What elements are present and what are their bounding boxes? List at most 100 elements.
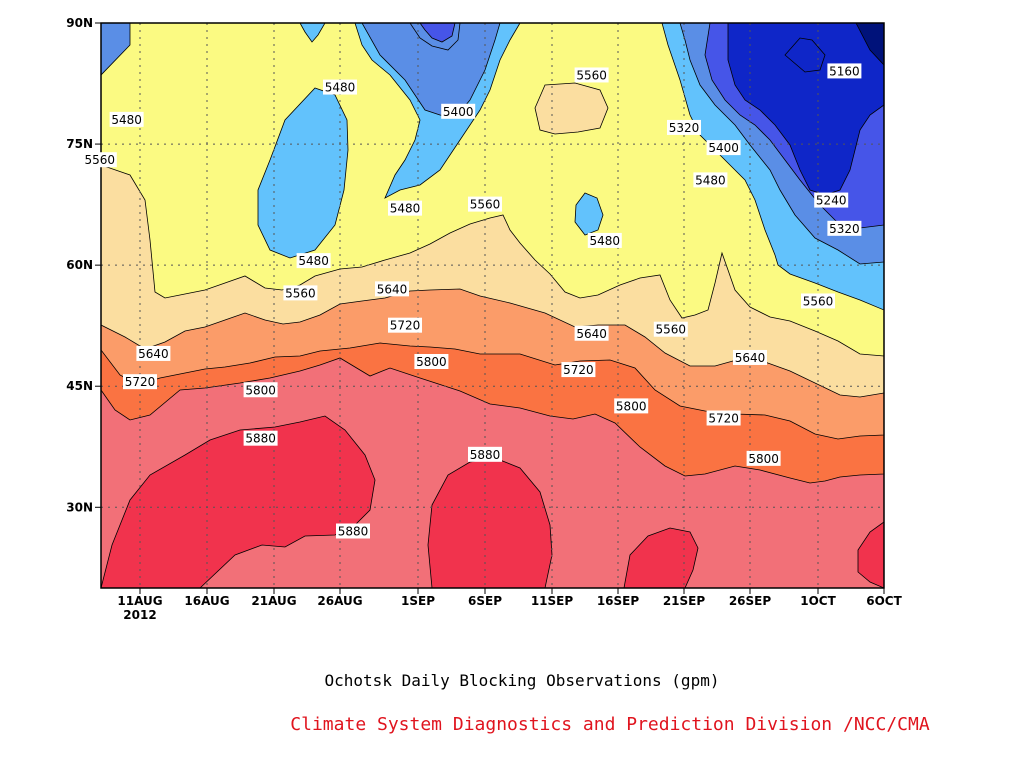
contour-label: 5320: [667, 119, 701, 135]
x-tick-label: 16AUG: [184, 594, 229, 608]
contour-label: 5480: [388, 200, 422, 216]
x-tick-label: 1SEP: [401, 594, 435, 608]
contour-label-bg: [441, 103, 476, 119]
contour-label: 5560: [801, 293, 835, 309]
contour-fills: [101, 23, 884, 588]
x-tick-label: 11SEP: [531, 594, 574, 608]
contour-label: 5400: [441, 103, 476, 119]
x-tick-label: 6SEP: [468, 594, 502, 608]
contour-label-text: 5640: [576, 327, 607, 341]
band-5480: [101, 23, 884, 311]
contour-label-text: 5880: [470, 448, 501, 462]
island-5880-b: [427, 457, 553, 588]
contour-label-text: 5720: [125, 375, 156, 389]
contour-label-bg: [388, 317, 422, 333]
contour-label-bg: [733, 349, 767, 365]
island-blue-small: [574, 192, 604, 236]
contour-label-text: 5560: [470, 198, 501, 212]
contour-label-bg: [468, 196, 502, 212]
band-5400: [101, 23, 131, 76]
contour-label-bg: [296, 253, 331, 269]
contour-label-bg: [706, 410, 741, 426]
contour-label: 5640: [375, 281, 409, 297]
contour-label-bg: [561, 362, 596, 378]
band-5160-top: [784, 37, 826, 73]
contour-label-bg: [336, 523, 370, 539]
contour-chart: 90N 75N 60N 45N 30N 11AUG 16AUG 21AUG 26AUG 1SEP…: [66, 16, 903, 622]
x-year-label: 2012: [123, 608, 156, 622]
contour-label: 5560: [653, 321, 688, 337]
contour-label-text: 5800: [616, 399, 647, 413]
island-5480-a: [299, 23, 326, 43]
contour-label-bg: [653, 321, 688, 337]
x-tick-label: 26SEP: [729, 594, 772, 608]
contour-label-text: 5560: [85, 153, 116, 167]
grid-lines: [101, 23, 884, 588]
band-top: [855, 23, 884, 66]
contour-label: 5880: [243, 430, 278, 446]
contour-label-text: 5320: [669, 121, 700, 135]
contour-label: 5720: [561, 362, 596, 378]
x-tick-label: 21SEP: [663, 594, 706, 608]
y-tick-label: 45N: [66, 379, 93, 393]
contour-label-text: 5560: [576, 68, 607, 82]
contour-label: 5800: [746, 450, 781, 466]
contour-label: 5720: [706, 410, 741, 426]
contour-label-text: 5400: [708, 141, 739, 155]
y-tick-label: 90N: [66, 16, 93, 30]
contour-label: 5640: [733, 349, 767, 365]
contour-label-text: 5640: [377, 282, 408, 296]
contour-label-text: 5880: [245, 432, 276, 446]
plot-frame: [100, 22, 885, 589]
contour-label-text: 5720: [563, 363, 594, 377]
x-tick-label: 16SEP: [597, 594, 640, 608]
contour-label-text: 5480: [111, 113, 142, 127]
island-5880-c: [623, 527, 699, 588]
contour-label-text: 5560: [803, 294, 834, 308]
contour-label: 5480: [693, 172, 728, 188]
island-5880-a: [101, 415, 376, 588]
contour-label-bg: [746, 450, 781, 466]
contour-label: 5800: [243, 382, 278, 398]
contour-label: 5560: [283, 285, 318, 301]
contour-label-bg: [801, 293, 835, 309]
contour-label-text: 5160: [829, 64, 860, 78]
contour-label-text: 5480: [298, 254, 329, 268]
contour-label-text: 5640: [735, 351, 766, 365]
contour-label-bg: [243, 430, 278, 446]
contour-label-text: 5720: [708, 412, 739, 426]
contour-label-text: 5560: [285, 286, 316, 300]
contour-label: 5480: [587, 232, 622, 248]
contour-label-bg: [123, 374, 157, 390]
contour-label-bg: [468, 446, 502, 462]
contour-label: 5480: [109, 111, 144, 127]
contour-label-bg: [667, 119, 701, 135]
contour-label-text: 5240: [816, 194, 847, 208]
contour-label: 5800: [414, 354, 449, 369]
contour-label: 5720: [388, 317, 422, 333]
contour-label-text: 5480: [390, 202, 421, 216]
contour-label-text: 5480: [325, 81, 356, 95]
contour-label: 5240: [814, 192, 849, 208]
contour-label: 5640: [574, 325, 609, 341]
y-tick-label: 30N: [66, 500, 93, 514]
contour-label-bg: [323, 79, 357, 95]
contour-label: 5480: [296, 253, 331, 269]
contour-label-bg: [243, 382, 278, 398]
contour-label: 5720: [123, 374, 157, 390]
contour-label-text: 5800: [748, 452, 779, 466]
y-tick-label: 75N: [66, 137, 93, 151]
chart-title: Ochotsk Daily Blocking Observations (gpm…: [324, 671, 720, 690]
contour-label: 5400: [706, 140, 741, 156]
x-axis-ticks: 11AUG 16AUG 21AUG 26AUG 1SEP 6SEP 11SEP 16SEP 21…: [117, 588, 903, 622]
contour-label: 5160: [827, 63, 862, 79]
contour-label: 5560: [574, 67, 609, 83]
contour-label-text: 5560: [656, 323, 687, 337]
x-tick-label: 1OCT: [800, 594, 836, 608]
contour-label: 5320: [827, 220, 862, 236]
contour-label-bg: [614, 398, 649, 414]
contour-labels: 5160 5240 5320 5320 5400 5480 5560 5560 5640 5720…: [82, 63, 862, 539]
contour-label-bg: [109, 111, 144, 127]
contour-label-text: 5800: [245, 383, 276, 397]
contour-label-text: 5400: [443, 105, 474, 119]
